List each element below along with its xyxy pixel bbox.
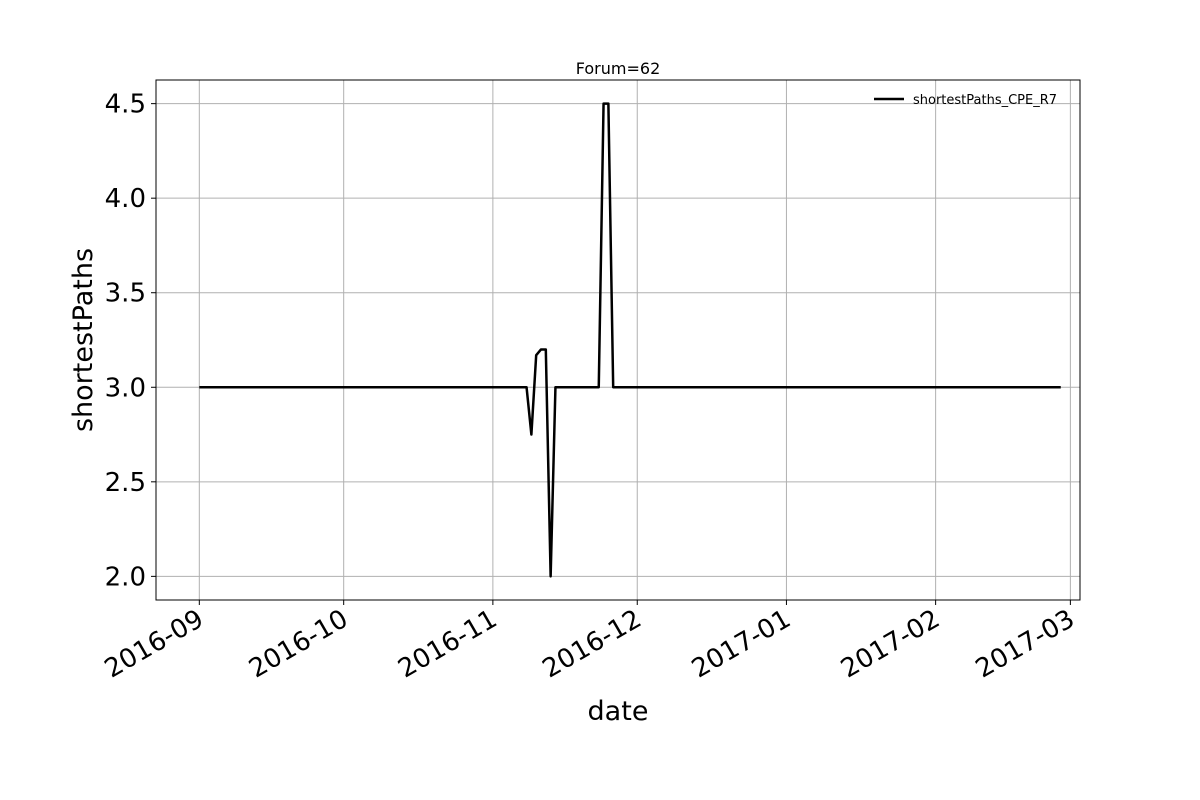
y-tick-label: 4.5 [105,90,146,120]
y-tick-label: 3.0 [105,373,146,403]
grid [156,80,1080,600]
x-axis-title: date [588,696,649,727]
x-tick-label: 2017-01 [687,604,796,684]
x-tick-label: 2017-03 [971,604,1080,684]
series-line-shortestPaths_CPE_R7 [199,102,1061,578]
x-tick-label: 2017-02 [836,604,945,684]
y-tick-label: 2.5 [105,468,146,498]
chart-title: Forum=62 [576,59,661,78]
y-tick-label: 3.5 [105,279,146,309]
y-tick-label: 4.0 [105,184,146,214]
y-axis-title: shortestPaths [68,248,99,432]
legend-label: shortestPaths_CPE_R7 [913,93,1057,108]
x-tick-label: 2016-10 [244,604,353,684]
legend: shortestPaths_CPE_R7 [874,93,1057,108]
series-layer [199,102,1061,578]
x-tick-label: 2016-09 [100,604,209,684]
x-tick-label: 2016-11 [393,604,502,684]
plot-area-frame [155,79,1081,601]
x-tick-label: 2016-12 [538,604,647,684]
y-tick-label: 2.0 [105,562,146,592]
